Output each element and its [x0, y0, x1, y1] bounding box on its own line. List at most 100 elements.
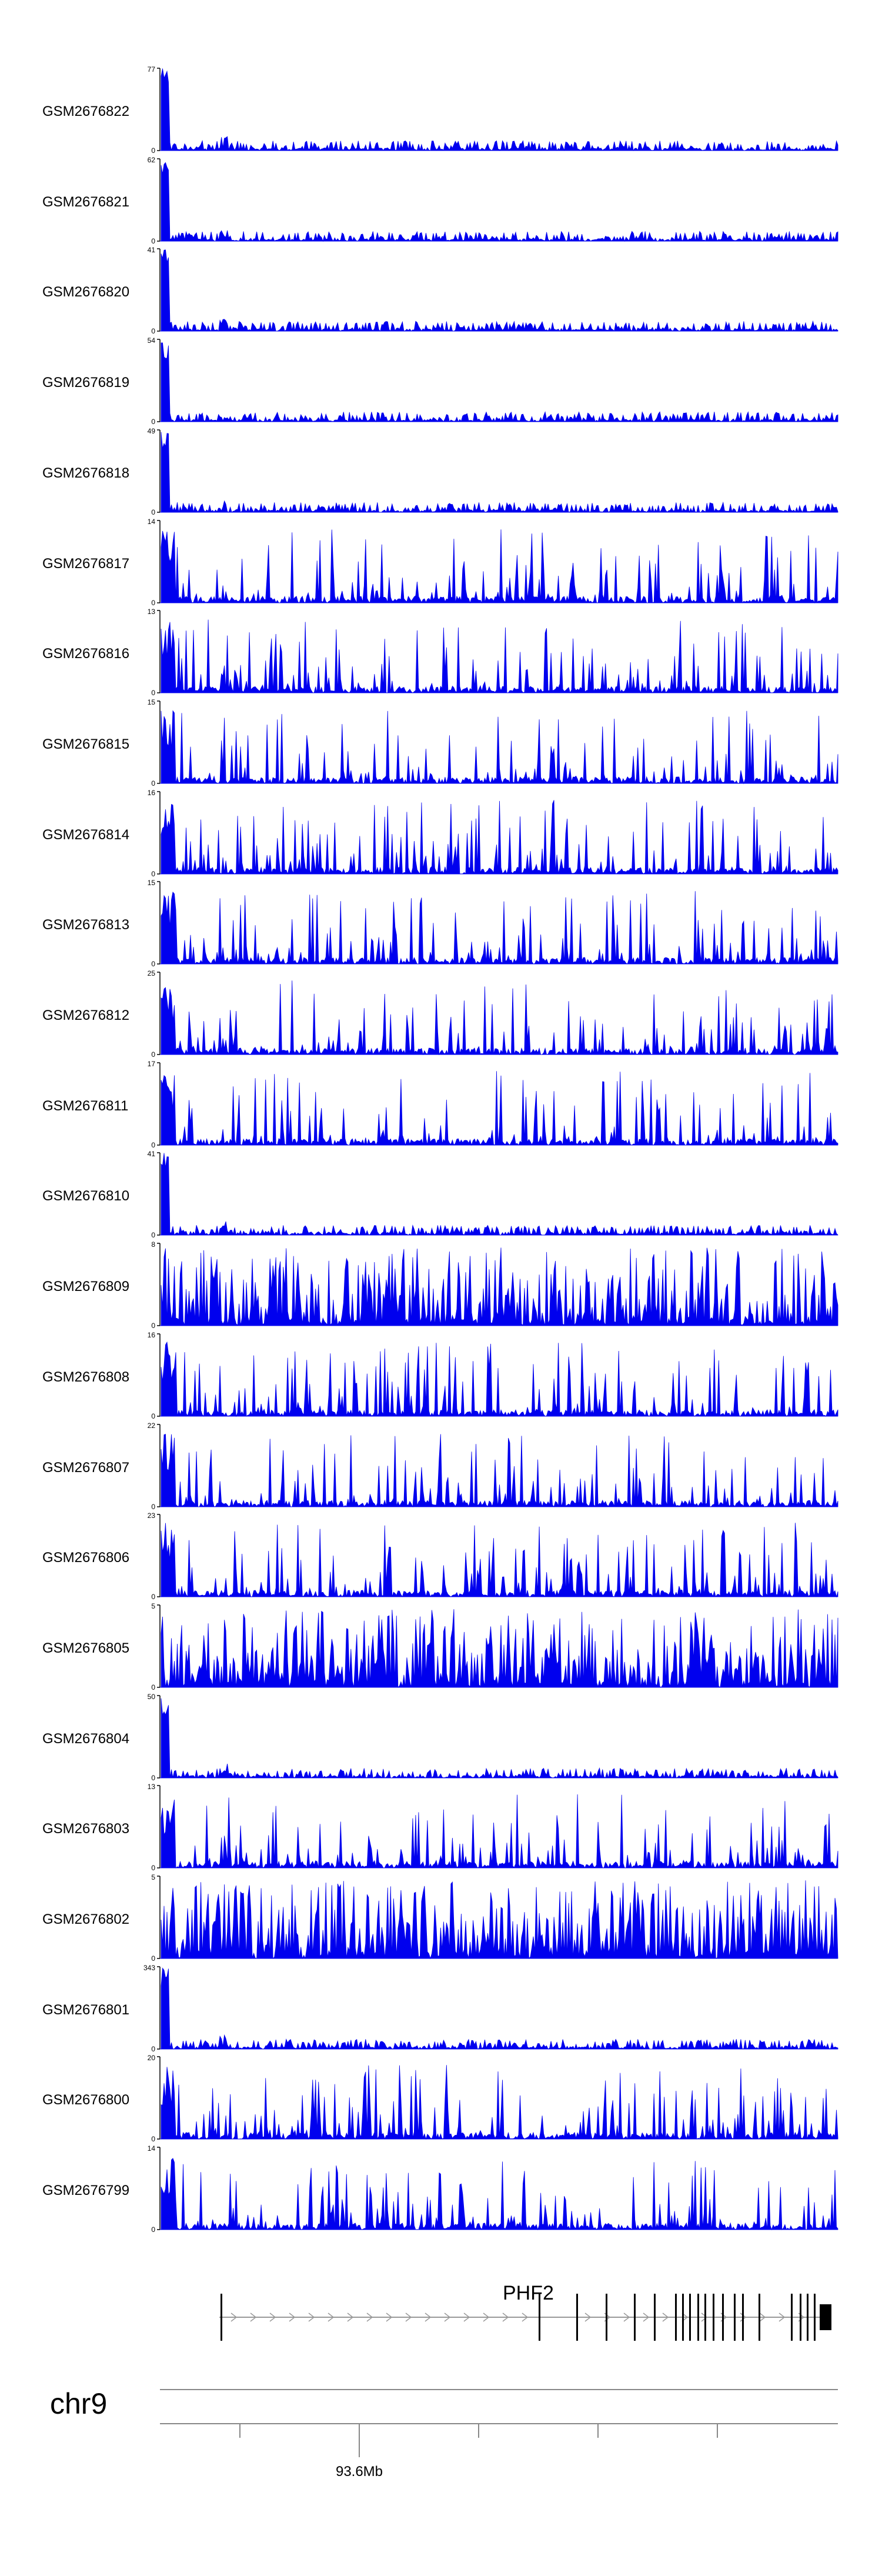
y-min-label: 0: [151, 327, 155, 335]
track-plot: 13 0: [148, 1783, 838, 1872]
y-max-label: 13: [148, 608, 156, 616]
track-plot: 14 0: [148, 2145, 838, 2234]
track-GSM2676818: GSM2676818 49 0: [0, 428, 882, 519]
exon: [722, 2294, 724, 2341]
chromosome-label: chr9: [50, 2387, 108, 2420]
y-min-label: 0: [151, 1864, 155, 1872]
track-label: GSM2676811: [42, 1098, 129, 1114]
signal-area: [161, 619, 838, 694]
y-min-label: 0: [151, 418, 155, 426]
track-label: GSM2676819: [42, 375, 130, 391]
track-GSM2676821: GSM2676821 62 0: [0, 156, 882, 248]
track-GSM2676800: GSM2676800 20 0: [0, 2054, 882, 2145]
track-label: GSM2676804: [42, 1731, 130, 1747]
y-max-label: 62: [148, 156, 156, 164]
track-plot: 17 0: [148, 1060, 838, 1149]
signal-area: [161, 342, 838, 423]
y-min-label: 0: [151, 146, 155, 155]
y-min-label: 0: [151, 960, 155, 968]
exon: [689, 2294, 691, 2341]
y-min-label: 0: [151, 1412, 155, 1420]
exon: [220, 2294, 222, 2341]
track-GSM2676813: GSM2676813 15 0: [0, 879, 882, 970]
y-max-label: 54: [148, 337, 156, 345]
y-max-label: 49: [148, 428, 156, 435]
y-min-label: 0: [151, 870, 155, 878]
exon: [713, 2294, 714, 2341]
signal-area: [161, 2158, 838, 2231]
track-GSM2676819: GSM2676819 54 0: [0, 337, 882, 428]
y-min-label: 0: [151, 1322, 155, 1330]
gene-annotation-area: PHF2: [0, 2270, 882, 2576]
y-max-label: 25: [148, 970, 156, 977]
y-max-label: 13: [148, 1783, 156, 1791]
signal-area: [161, 68, 838, 152]
track-GSM2676817: GSM2676817 14 0: [0, 518, 882, 609]
track-plot: 80: [151, 1241, 838, 1330]
y-min-label: 0: [151, 2135, 155, 2143]
gene-name-label: PHF2: [503, 2282, 554, 2304]
track-GSM2676808: GSM2676808 16 0: [0, 1332, 882, 1423]
track-plot: 16 0: [148, 789, 838, 878]
track-plot: 50: [151, 1874, 838, 1963]
track-label: GSM2676800: [42, 2092, 130, 2108]
track-plot: 343 0: [143, 1964, 838, 2053]
strand-chevron: [502, 2313, 509, 2322]
signal-area: [161, 1153, 838, 1236]
strand-chevron: [425, 2313, 432, 2322]
track-plot: 23 0: [148, 1512, 838, 1601]
y-max-label: 5: [151, 1603, 155, 1610]
y-max-label: 77: [148, 66, 156, 74]
track-GSM2676806: GSM2676806 23 0: [0, 1512, 882, 1603]
signal-area: [161, 891, 838, 965]
y-min-label: 0: [151, 2225, 155, 2234]
track-GSM2676814: GSM2676814 16 0: [0, 789, 882, 880]
track-label: GSM2676817: [42, 556, 130, 572]
strand-chevron: [444, 2313, 451, 2322]
track-label: GSM2676801: [42, 2002, 130, 2018]
y-max-label: 5: [151, 1874, 155, 1881]
track-label: GSM2676812: [42, 1007, 130, 1023]
exon: [791, 2294, 793, 2341]
exon: [634, 2294, 636, 2341]
y-min-label: 0: [151, 1683, 155, 1691]
strand-chevron: [405, 2313, 412, 2322]
signal-area: [161, 980, 838, 1056]
y-min-label: 0: [151, 1954, 155, 1963]
signal-area: [161, 1341, 838, 1417]
track-plot: 41 0: [148, 1150, 838, 1239]
signal-tracks: GSM2676822 77 0 GSM2676821 62 0 GSM2676820 41 0 G…: [0, 66, 882, 2236]
strand-chevron: [308, 2313, 315, 2322]
y-min-label: 0: [151, 508, 155, 516]
signal-area: [161, 432, 838, 513]
strand-chevron: [779, 2313, 786, 2322]
exon: [682, 2294, 684, 2341]
y-max-label: 8: [151, 1241, 155, 1249]
track-GSM2676799: GSM2676799 14 0: [0, 2145, 882, 2236]
genome-axis-tick-label: 93.6Mb: [336, 2464, 383, 2480]
y-max-label: 20: [148, 2054, 156, 2062]
track-GSM2676810: GSM2676810 41 0: [0, 1150, 882, 1242]
y-max-label: 50: [148, 1693, 156, 1701]
track-GSM2676816: GSM2676816 13 0: [0, 608, 882, 699]
exon: [800, 2294, 801, 2341]
exon-utr: [820, 2304, 831, 2330]
signal-area: [161, 800, 838, 875]
y-max-label: 14: [148, 2145, 156, 2153]
track-GSM2676809: GSM2676809 8 0: [0, 1241, 882, 1332]
strand-chevron: [366, 2313, 373, 2322]
y-max-label: 16: [148, 1332, 156, 1339]
y-max-label: 16: [148, 789, 156, 797]
signal-area: [161, 710, 838, 785]
track-label: GSM2676799: [42, 2183, 130, 2198]
track-plot: 50 0: [148, 1693, 838, 1782]
y-min-label: 0: [151, 779, 155, 788]
y-max-label: 17: [148, 1060, 156, 1068]
signal-area: [161, 1967, 838, 2050]
track-label: GSM2676802: [42, 1911, 130, 1927]
track-label: GSM2676816: [42, 646, 130, 662]
strand-chevron: [463, 2313, 470, 2322]
y-max-label: 343: [143, 1964, 155, 1972]
exon: [697, 2294, 699, 2341]
genome-axis: 93.6Mb: [160, 2389, 838, 2480]
